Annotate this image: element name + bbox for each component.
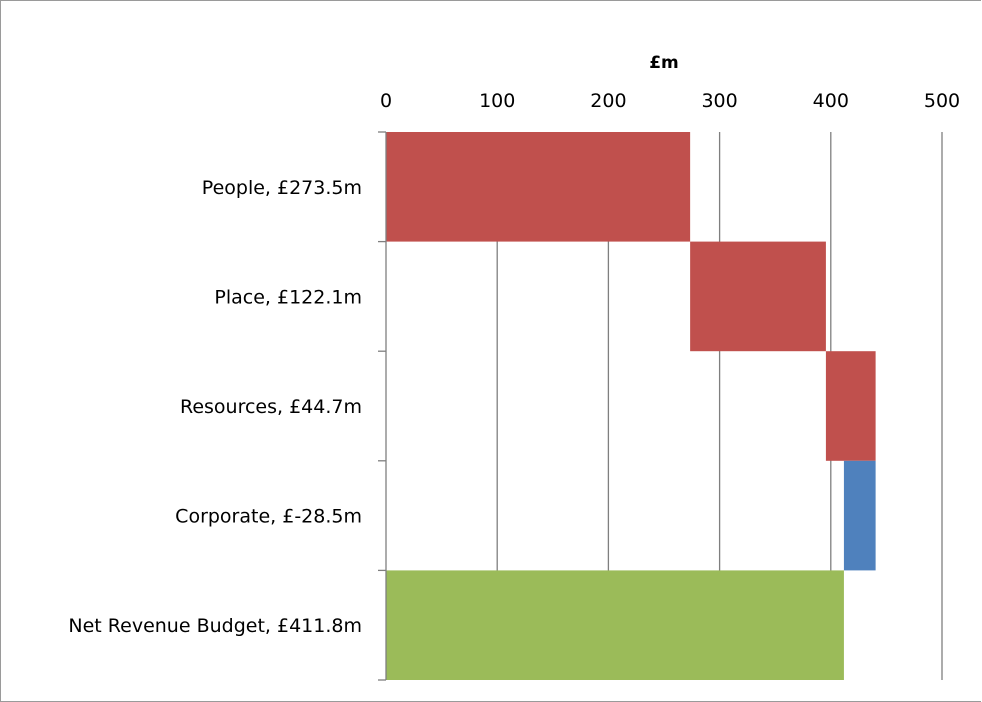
x-tick-label: 200 [590, 90, 626, 112]
bar-2 [825, 351, 876, 461]
axes [378, 131, 387, 681]
bar-0 [386, 132, 691, 242]
category-label: Corporate, £-28.5m [175, 506, 362, 528]
x-axis-title: £m [649, 53, 679, 73]
x-tick-label: 100 [479, 90, 515, 112]
category-label: People, £273.5m [202, 177, 362, 199]
category-label: Net Revenue Budget, £411.8m [68, 615, 362, 637]
bar-1 [690, 241, 826, 352]
x-tick-label: 400 [813, 90, 849, 112]
bar-3 [843, 460, 876, 571]
x-tick-labels: 0 100 200 300 400 500 [380, 90, 960, 112]
x-tick-label: 0 [380, 90, 392, 112]
bars [386, 132, 876, 680]
category-label: Resources, £44.7m [180, 396, 362, 418]
category-labels: People, £273.5m Place, £122.1m Resources, … [68, 177, 362, 637]
bar-4 [386, 570, 844, 680]
category-label: Place, £122.1m [214, 286, 362, 308]
x-tick-label: 500 [924, 90, 960, 112]
x-tick-label: 300 [701, 90, 737, 112]
